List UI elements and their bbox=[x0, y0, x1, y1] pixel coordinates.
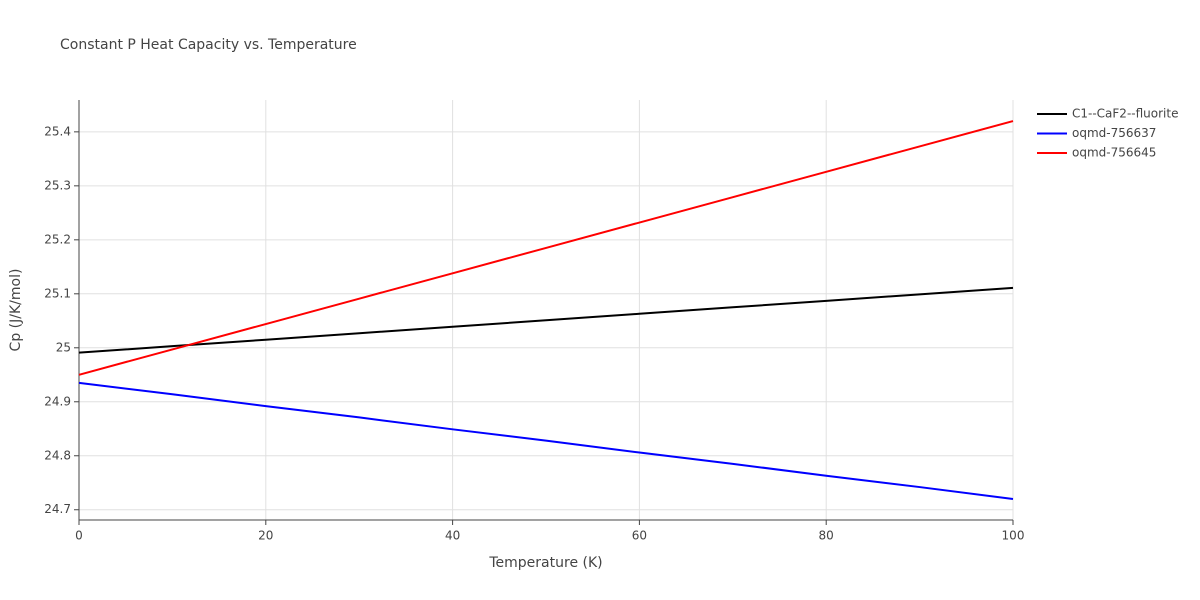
x-tick-label: 60 bbox=[632, 529, 647, 543]
y-tick-label: 24.7 bbox=[44, 502, 71, 516]
y-axis-title: Cp (J/K/mol) bbox=[8, 269, 24, 352]
y-tick-label: 24.8 bbox=[44, 448, 71, 462]
y-tick-label: 25.1 bbox=[44, 286, 71, 300]
x-axis-title: Temperature (K) bbox=[488, 555, 602, 571]
legend-label: oqmd-756645 bbox=[1072, 146, 1156, 160]
legend-label: oqmd-756637 bbox=[1072, 126, 1156, 140]
series-line bbox=[78, 286, 1014, 354]
series-line bbox=[78, 120, 1014, 376]
y-tick-label: 25.3 bbox=[44, 178, 71, 192]
legend-label: C1--CaF2--fluorite bbox=[1072, 107, 1178, 121]
x-tick-label: 100 bbox=[1002, 529, 1025, 543]
x-tick-label: 40 bbox=[445, 529, 460, 543]
y-tick-label: 24.9 bbox=[44, 394, 71, 408]
x-tick-label: 0 bbox=[75, 529, 83, 543]
y-tick-label: 25 bbox=[56, 340, 71, 354]
x-tick-label: 20 bbox=[258, 529, 273, 543]
chart-title: Constant P Heat Capacity vs. Temperature bbox=[60, 37, 357, 53]
y-tick-label: 25.2 bbox=[44, 232, 71, 246]
x-tick-label: 80 bbox=[819, 529, 834, 543]
y-tick-label: 25.4 bbox=[44, 124, 71, 138]
series-line bbox=[78, 381, 1014, 500]
